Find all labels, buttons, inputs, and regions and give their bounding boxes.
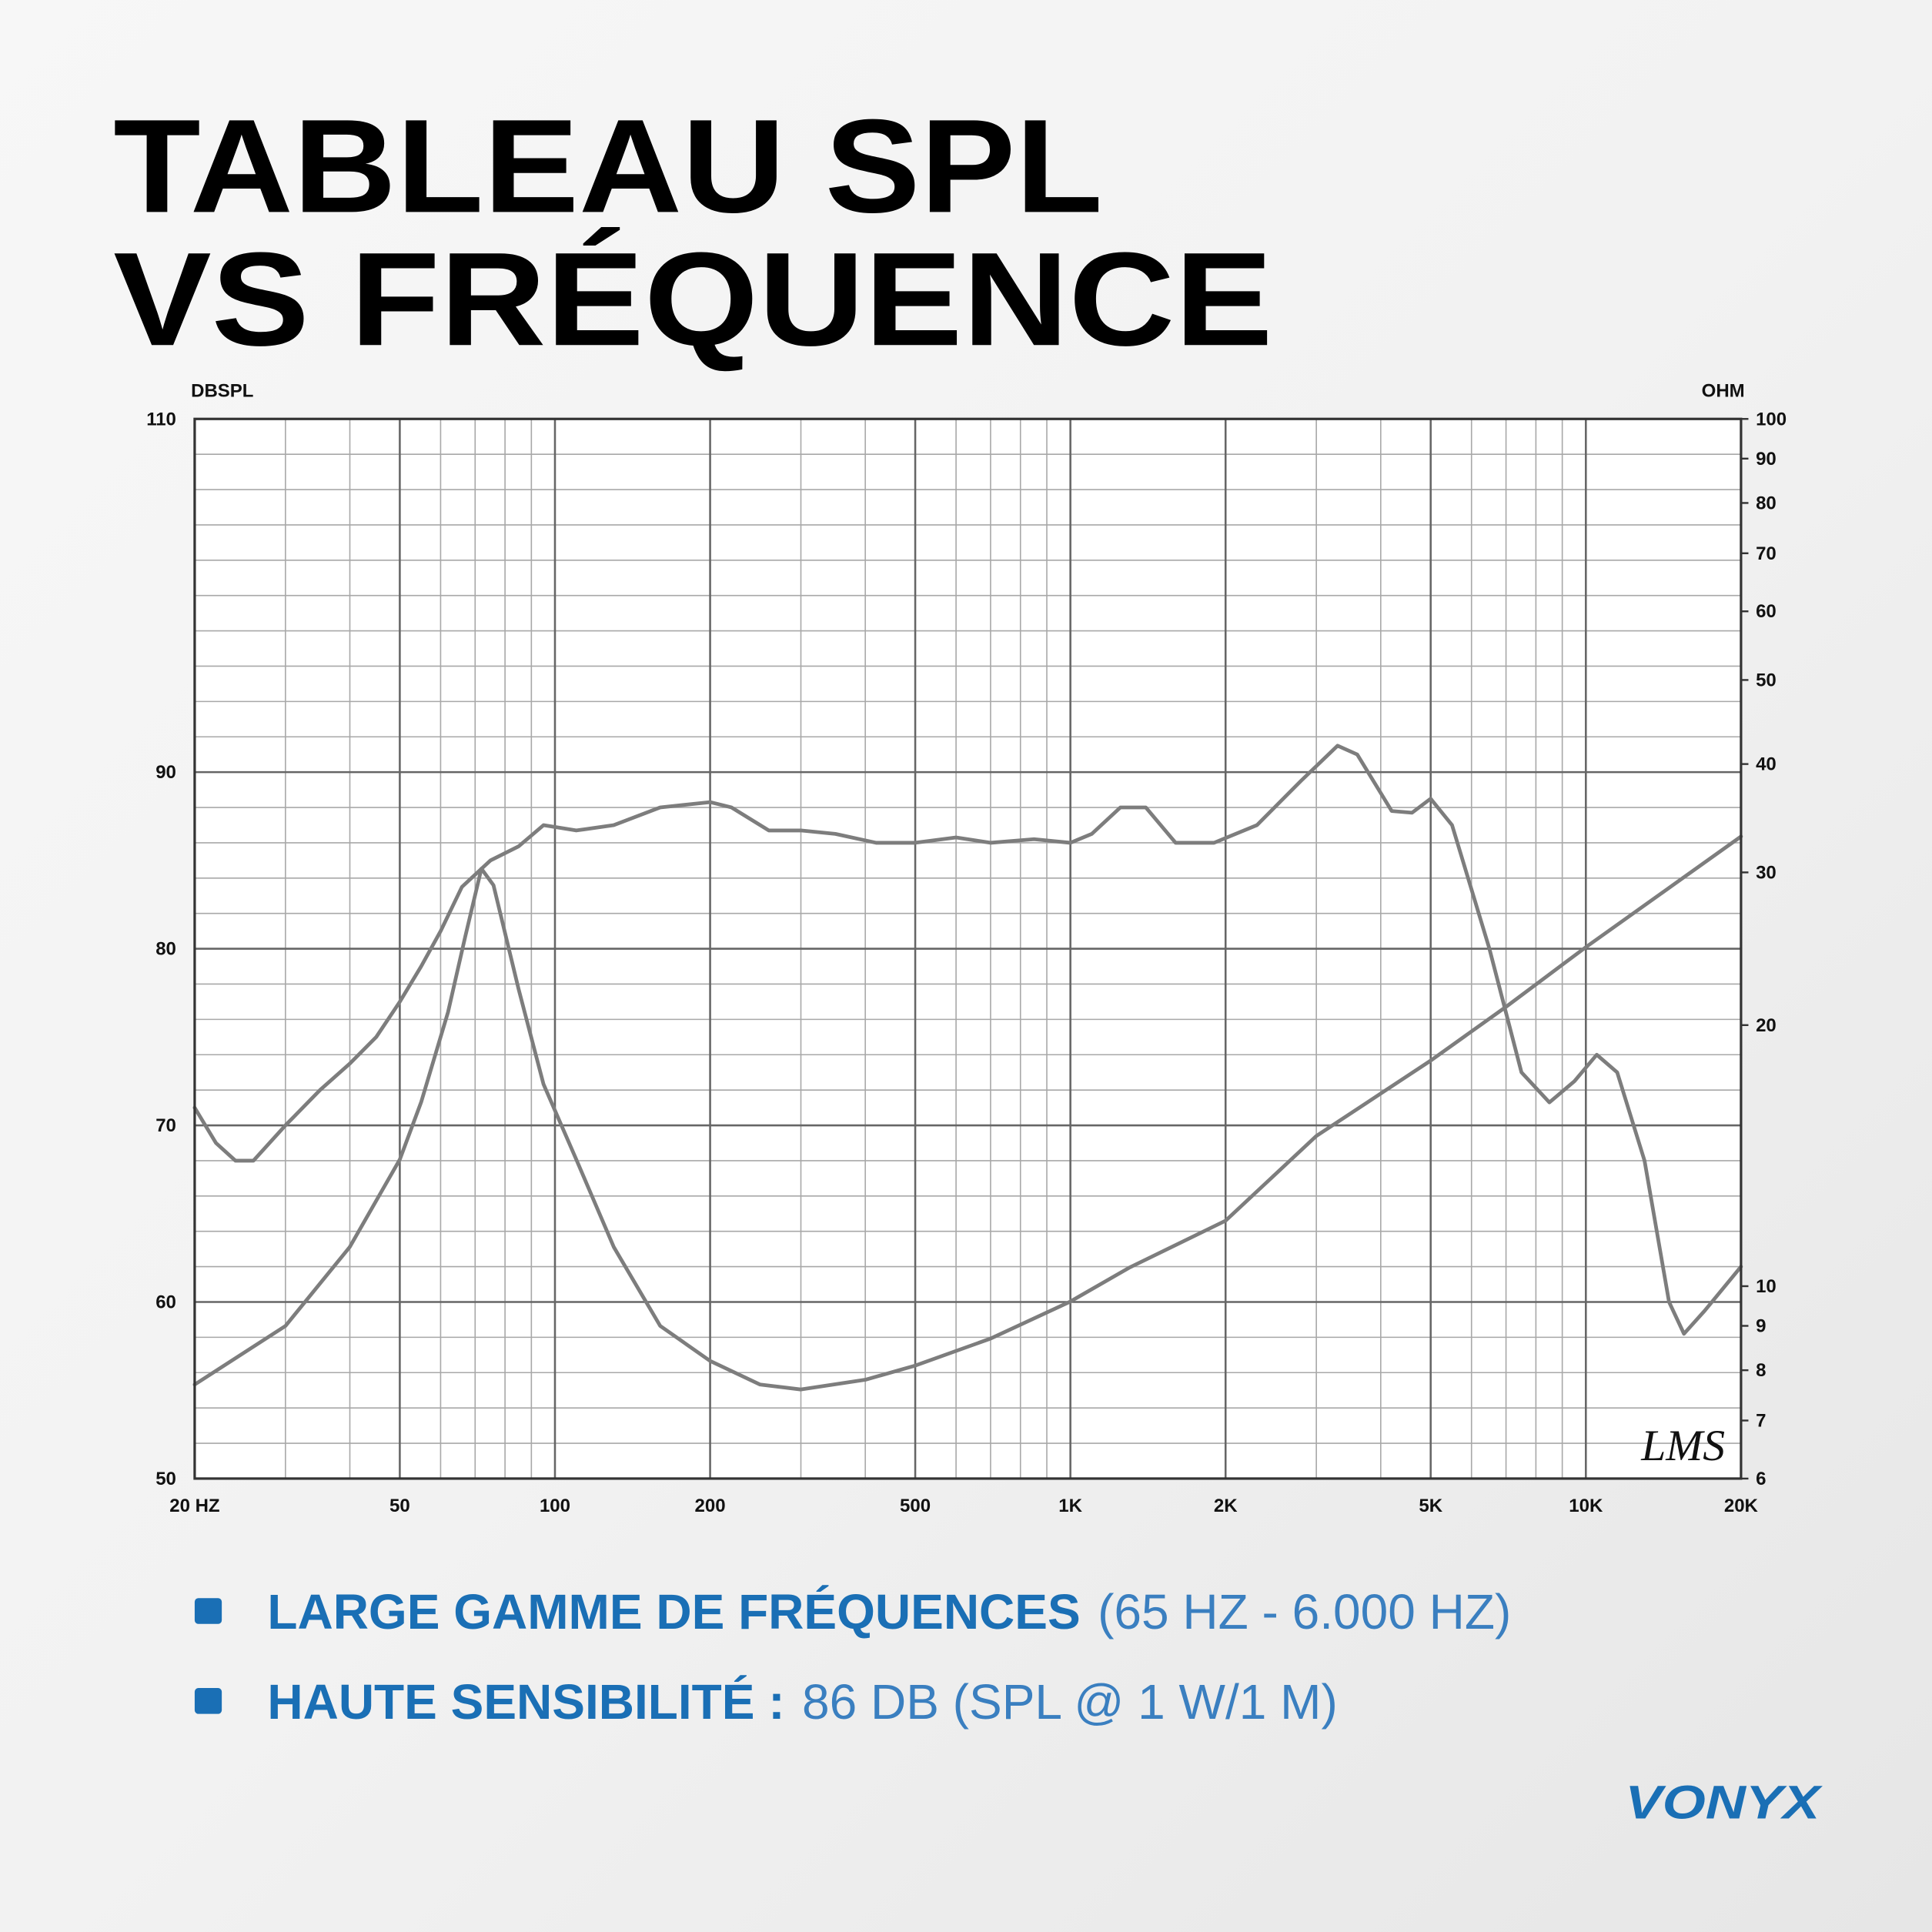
watermark: LMS xyxy=(1640,1422,1725,1470)
plot-frame xyxy=(193,417,1743,1480)
y2-tick-label: 80 xyxy=(1756,493,1777,513)
y-axis-label: DBSPL xyxy=(191,380,253,401)
bullet-light: 86 DB (SPL @ 1 W/1 M) xyxy=(802,1674,1338,1730)
y-tick-label: 80 xyxy=(155,939,176,960)
y2-tick-label: 9 xyxy=(1756,1316,1766,1337)
x-tick-label: 10K xyxy=(1569,1496,1603,1516)
y2-tick-label: 70 xyxy=(1756,543,1777,564)
y-tick-label: 90 xyxy=(155,762,176,783)
x-tick-label: 1K xyxy=(1058,1496,1082,1516)
bullet-light: (65 HZ - 6.000 HZ) xyxy=(1098,1584,1511,1640)
y2-tick-label: 60 xyxy=(1756,601,1777,622)
x-tick-label: 100 xyxy=(540,1496,570,1516)
y2-tick-label: 20 xyxy=(1756,1015,1777,1036)
bullet-text: HAUTE SENSIBILITÉ : 86 DB (SPL @ 1 W/1 M) xyxy=(267,1674,1337,1730)
data-line xyxy=(192,744,1743,1336)
x-tick-label: 2K xyxy=(1214,1496,1238,1516)
y2-tick-label: 8 xyxy=(1756,1360,1766,1381)
x-tick-label: 200 xyxy=(695,1496,726,1516)
x-tick-label: 50 xyxy=(389,1496,410,1516)
y2-tick-label: 40 xyxy=(1756,754,1777,775)
x-tick-label: 20 HZ xyxy=(169,1496,219,1516)
y2-tick-label: 90 xyxy=(1756,449,1777,470)
bullet-text: LARGE GAMME DE FRÉQUENCES (65 HZ - 6.000 … xyxy=(267,1584,1511,1640)
bullet-marker xyxy=(194,1688,222,1714)
y2-tick-label: 100 xyxy=(1756,409,1787,430)
y2-axis-label: OHM xyxy=(1702,380,1745,401)
x-tick-label: 5K xyxy=(1419,1496,1442,1516)
x-tick-label: 500 xyxy=(900,1496,931,1516)
x-tick-label: 20K xyxy=(1724,1496,1759,1516)
y-tick-label: 70 xyxy=(155,1115,176,1136)
bullet-marker xyxy=(194,1598,222,1624)
bullet-bold: HAUTE SENSIBILITÉ : xyxy=(267,1674,784,1730)
y2-tick-label: 7 xyxy=(1756,1410,1766,1431)
y2-tick-label: 50 xyxy=(1756,670,1777,690)
y2-tick-label: 10 xyxy=(1756,1276,1777,1297)
y-tick-label: 110 xyxy=(146,409,176,430)
bullet-bold: LARGE GAMME DE FRÉQUENCES xyxy=(267,1584,1080,1640)
data-line xyxy=(192,834,1743,1392)
y2-tick-label: 30 xyxy=(1756,862,1777,883)
title-line: TABLEAU SPL xyxy=(113,91,1102,240)
y-tick-label: 60 xyxy=(155,1292,176,1312)
y-tick-label: 50 xyxy=(155,1469,176,1489)
y2-tick-label: 6 xyxy=(1756,1469,1766,1489)
logo: VONYX xyxy=(1625,1777,1823,1829)
title-line: VS FRÉQUENCE xyxy=(113,224,1272,373)
